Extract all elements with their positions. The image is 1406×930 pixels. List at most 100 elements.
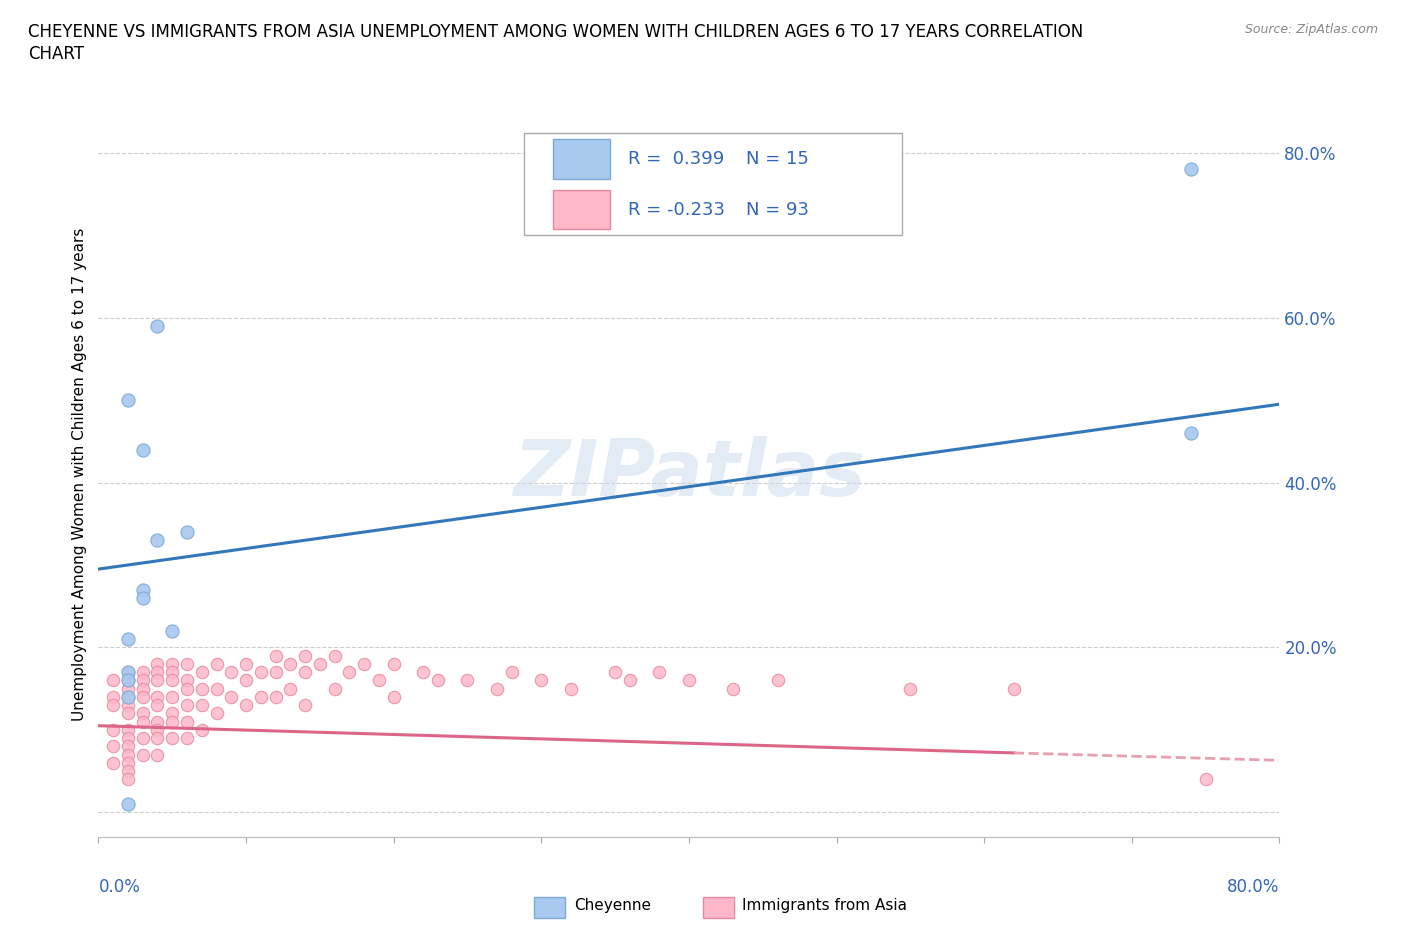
Point	[205, 681, 228, 696]
Point	[162, 657, 183, 671]
Text: 0.0%: 0.0%	[98, 878, 141, 897]
Point	[146, 731, 169, 746]
Point	[146, 533, 169, 548]
Text: Source: ZipAtlas.com: Source: ZipAtlas.com	[1244, 23, 1378, 36]
Point	[117, 673, 139, 688]
Point	[219, 665, 242, 680]
Point	[146, 747, 169, 762]
Point	[456, 673, 478, 688]
Point	[162, 731, 183, 746]
Point	[176, 714, 198, 729]
Point	[648, 665, 671, 680]
Point	[235, 698, 257, 712]
Point	[176, 673, 198, 688]
Point	[132, 706, 155, 721]
Point	[294, 665, 316, 680]
Text: CHART: CHART	[28, 45, 84, 62]
Point	[205, 706, 228, 721]
Point	[264, 648, 287, 663]
Text: Immigrants from Asia: Immigrants from Asia	[742, 898, 907, 913]
Text: N = 15: N = 15	[745, 150, 808, 167]
Point	[250, 665, 273, 680]
Point	[191, 698, 214, 712]
Y-axis label: Unemployment Among Women with Children Ages 6 to 17 years: Unemployment Among Women with Children A…	[72, 228, 87, 721]
Point	[721, 681, 744, 696]
Point	[162, 623, 183, 638]
Point	[117, 747, 139, 762]
Point	[250, 689, 273, 704]
Point	[117, 665, 139, 680]
Point	[191, 665, 214, 680]
Point	[900, 681, 922, 696]
Point	[117, 689, 139, 704]
Point	[205, 657, 228, 671]
Point	[132, 442, 155, 457]
Point	[235, 673, 257, 688]
Point	[294, 698, 316, 712]
Point	[117, 665, 139, 680]
Point	[132, 714, 155, 729]
Point	[146, 673, 169, 688]
Point	[117, 755, 139, 770]
Point	[162, 706, 183, 721]
Point	[103, 755, 125, 770]
Point	[117, 731, 139, 746]
Text: R = -0.233: R = -0.233	[627, 201, 724, 219]
Point	[117, 631, 139, 646]
Point	[117, 797, 139, 812]
Point	[117, 723, 139, 737]
Point	[382, 657, 405, 671]
Point	[337, 665, 360, 680]
Point	[132, 673, 155, 688]
Text: N = 93: N = 93	[745, 201, 808, 219]
Point	[103, 673, 125, 688]
Point	[766, 673, 789, 688]
Point	[264, 665, 287, 680]
Point	[103, 723, 125, 737]
Point	[678, 673, 700, 688]
FancyBboxPatch shape	[553, 139, 610, 179]
Point	[103, 738, 125, 753]
Point	[132, 591, 155, 605]
Point	[146, 723, 169, 737]
Point	[117, 738, 139, 753]
Point	[117, 673, 139, 688]
Point	[146, 698, 169, 712]
Point	[117, 689, 139, 704]
Point	[323, 648, 346, 663]
Point	[427, 673, 450, 688]
Point	[530, 673, 553, 688]
Point	[176, 731, 198, 746]
Point	[1002, 681, 1025, 696]
Point	[619, 673, 641, 688]
Point	[162, 689, 183, 704]
Point	[353, 657, 375, 671]
Text: ZIPatlas: ZIPatlas	[513, 436, 865, 512]
Point	[132, 681, 155, 696]
Point	[176, 681, 198, 696]
Point	[146, 714, 169, 729]
Text: Cheyenne: Cheyenne	[574, 898, 651, 913]
Point	[219, 689, 242, 704]
Point	[132, 665, 155, 680]
Point	[191, 681, 214, 696]
Point	[117, 772, 139, 787]
Point	[412, 665, 434, 680]
Text: CHEYENNE VS IMMIGRANTS FROM ASIA UNEMPLOYMENT AMONG WOMEN WITH CHILDREN AGES 6 T: CHEYENNE VS IMMIGRANTS FROM ASIA UNEMPLO…	[28, 23, 1084, 41]
Point	[1180, 426, 1202, 441]
Point	[117, 706, 139, 721]
Point	[1180, 162, 1202, 177]
Point	[162, 714, 183, 729]
Point	[560, 681, 582, 696]
Point	[235, 657, 257, 671]
Point	[176, 698, 198, 712]
Point	[146, 689, 169, 704]
FancyBboxPatch shape	[553, 190, 610, 230]
Point	[294, 648, 316, 663]
Point	[162, 665, 183, 680]
Point	[117, 392, 139, 407]
Point	[103, 689, 125, 704]
Point	[117, 681, 139, 696]
Point	[309, 657, 332, 671]
Point	[382, 689, 405, 704]
